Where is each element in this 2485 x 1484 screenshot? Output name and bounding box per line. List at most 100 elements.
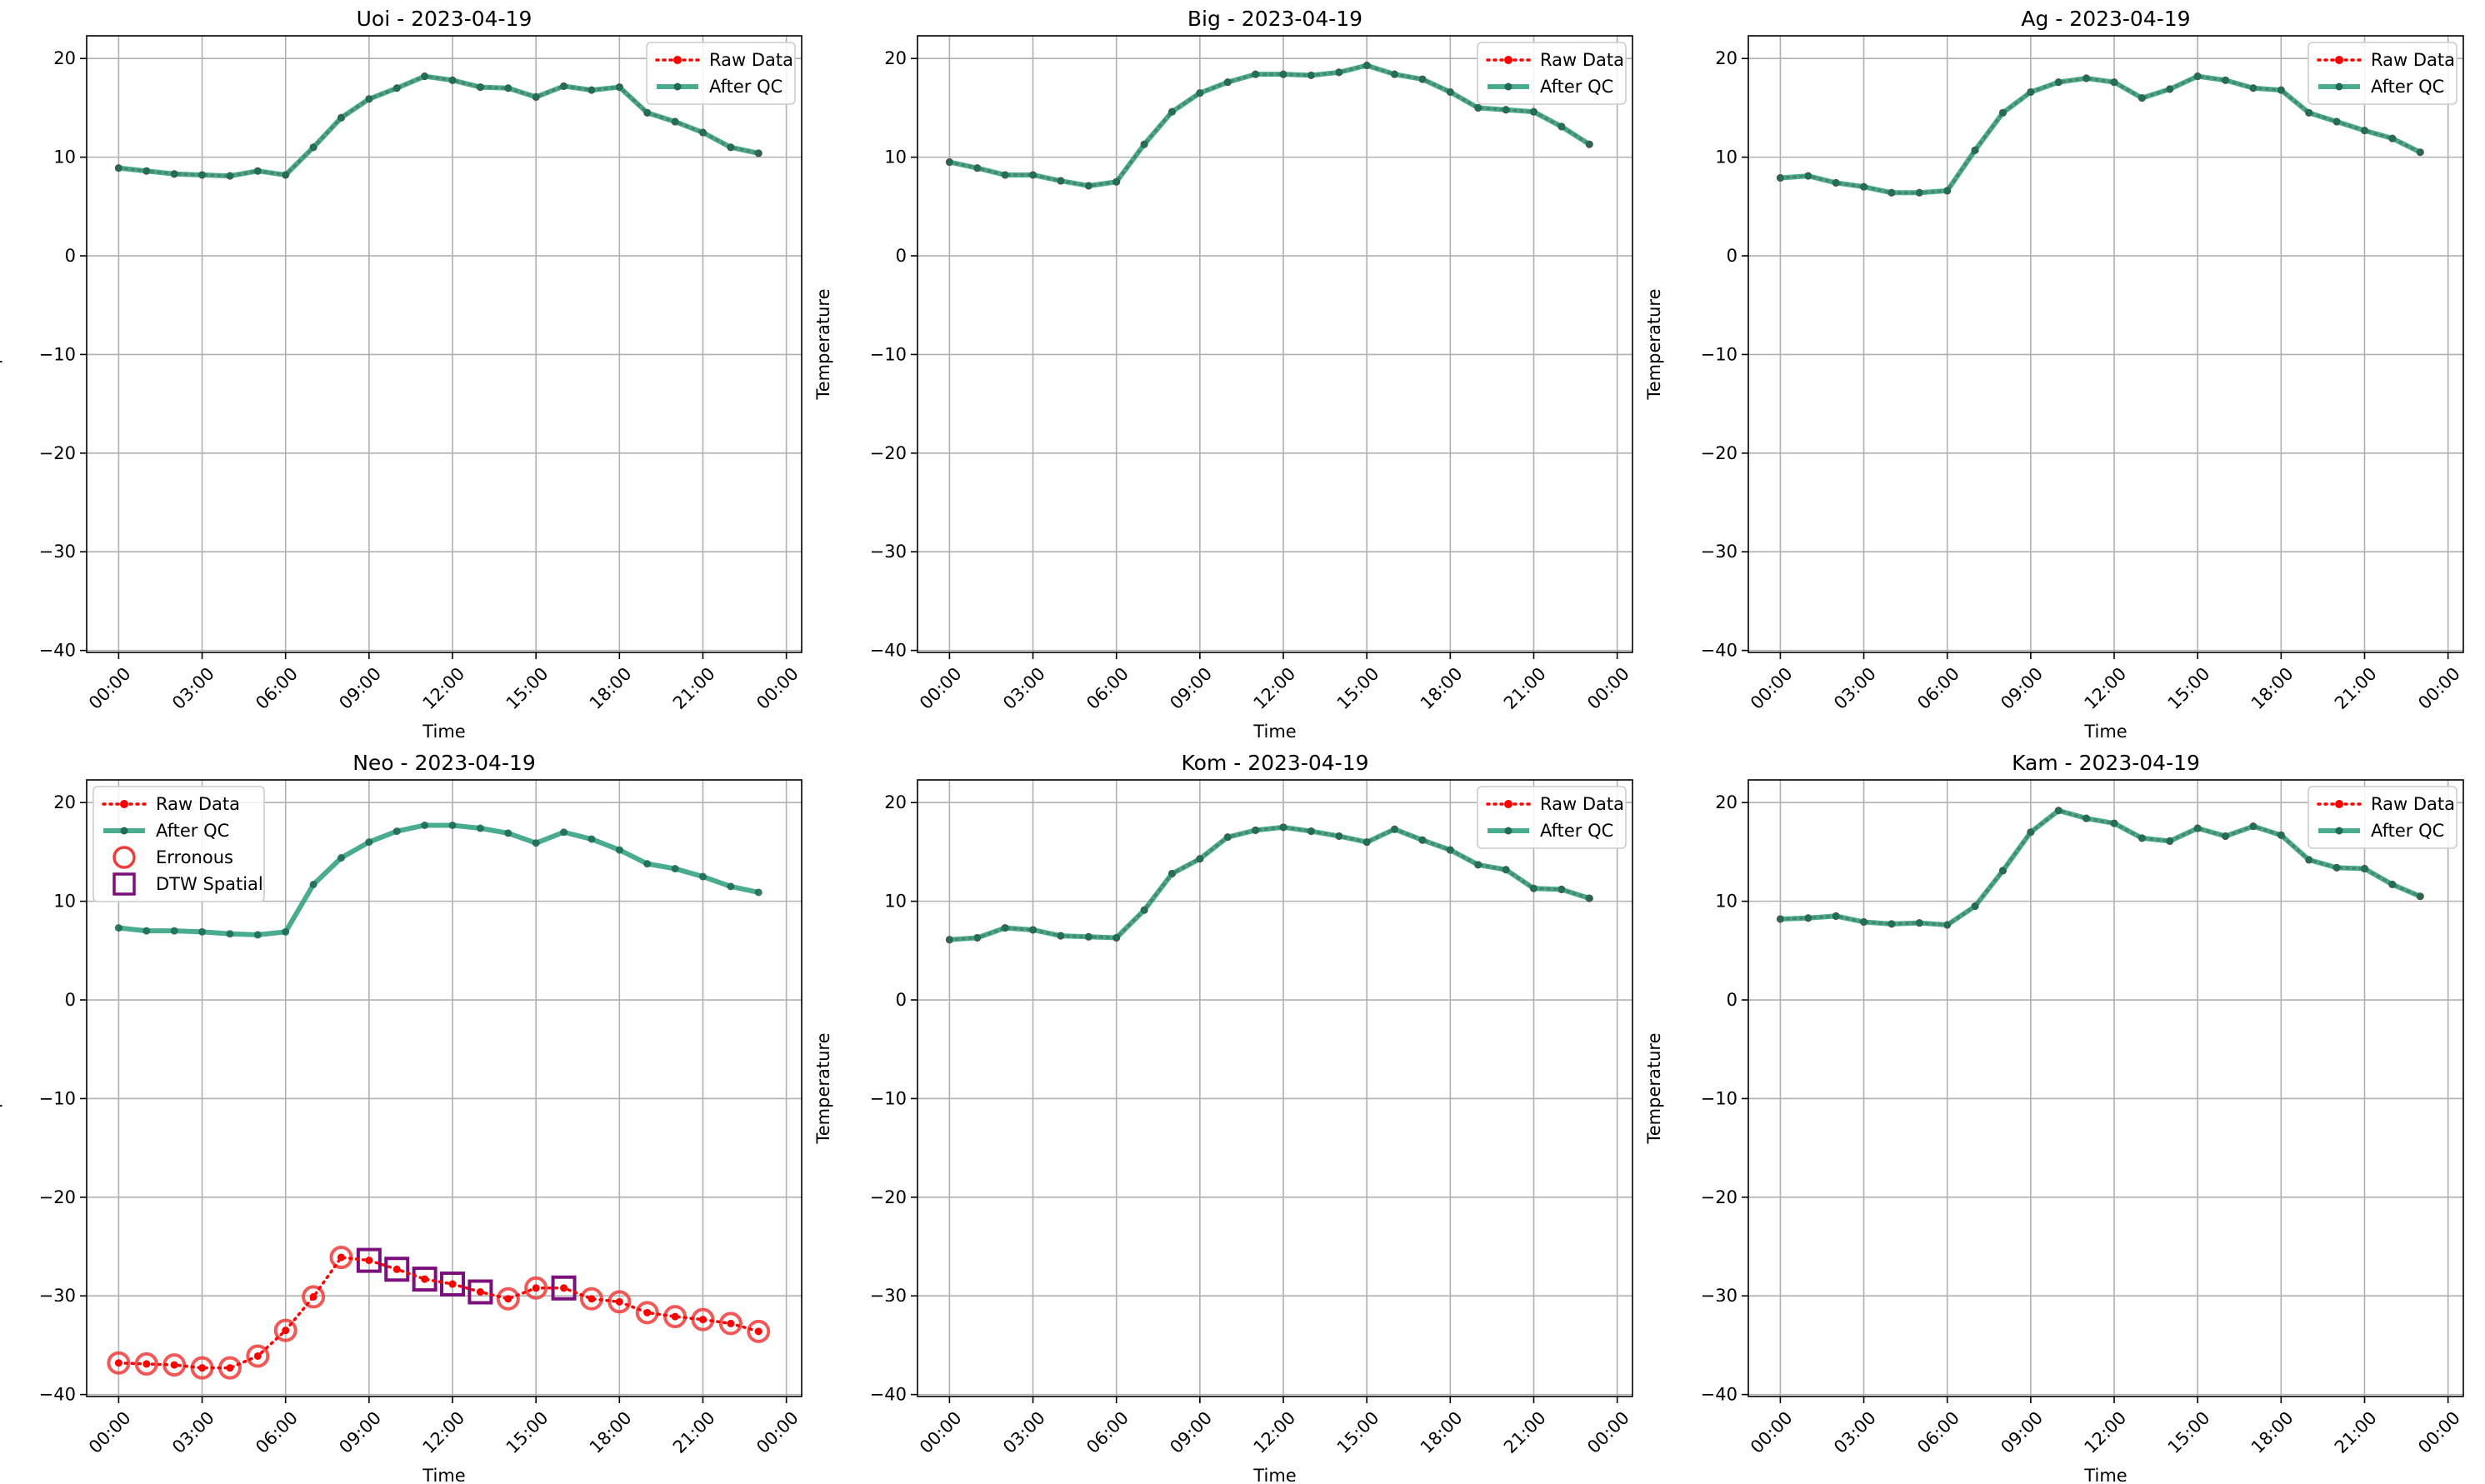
chart-title: Kom - 2023-04-19	[1182, 751, 1369, 775]
after-qc-point	[2166, 85, 2174, 93]
after-qc-point	[1029, 926, 1038, 934]
x-tick-label: 21:00	[1500, 1407, 1550, 1457]
legend: Raw Data After QC	[2308, 42, 2458, 105]
after-qc-point	[1998, 867, 2007, 875]
after-qc-point	[2305, 856, 2313, 864]
legend-qc-marker	[1504, 827, 1512, 835]
after-qc-point	[1196, 855, 1204, 863]
x-tick-label: 12:00	[419, 1407, 469, 1457]
raw-data-point	[365, 1257, 373, 1265]
plot-frame	[86, 779, 802, 1397]
y-tick-label: −10	[870, 1088, 907, 1108]
after-qc-point	[1196, 89, 1204, 97]
after-qc-point	[1998, 108, 2007, 117]
after-qc-point	[2305, 108, 2313, 117]
y-tick-label: 20	[884, 48, 907, 68]
plot-frame	[917, 779, 1633, 1397]
legend-raw-marker	[673, 56, 682, 64]
after-qc-point	[142, 927, 151, 935]
after-qc-point	[532, 92, 540, 101]
erroneous-marker	[608, 1290, 632, 1314]
legend-label: After QC	[156, 821, 229, 841]
erroneous-marker	[302, 1285, 326, 1309]
after-qc-point	[1057, 932, 1065, 940]
after-qc-point	[448, 76, 457, 84]
after-qc-point	[2110, 819, 2118, 827]
after-qc-point	[1832, 178, 1840, 187]
after-qc-point	[1279, 70, 1288, 78]
x-tick-label: 03:00	[999, 663, 1049, 713]
after-qc-line	[118, 822, 759, 937]
y-tick-label: −20	[1701, 1187, 1738, 1207]
y-tick-label: 20	[884, 792, 907, 812]
after-qc-point	[1585, 894, 1593, 902]
after-qc-point	[2249, 822, 2258, 831]
after-qc-point	[392, 827, 401, 836]
after-qc-line	[118, 73, 759, 179]
x-tick-label: 06:00	[1913, 1407, 1963, 1457]
x-tick-label: 00:00	[1583, 1407, 1633, 1457]
y-tick-label: −30	[39, 1286, 76, 1306]
after-qc-point	[1223, 78, 1232, 87]
chart-title: Big - 2023-04-19	[1188, 7, 1362, 31]
x-tick-label: 06:00	[1082, 663, 1132, 713]
y-tick-label: −30	[870, 542, 907, 562]
legend-raw-marker	[1504, 800, 1512, 808]
raw-data-point	[615, 1297, 623, 1306]
x-axis-label: Time	[2083, 1466, 2127, 1484]
chart-panel: 00:00 03:00 06:00 09:00 12:00 15:00 18:00 21:00…	[0, 751, 802, 1484]
dtw-spatial-marker	[468, 1279, 493, 1305]
raw-data-point	[588, 1295, 596, 1303]
legend-box	[92, 786, 265, 902]
after-qc-point	[421, 821, 429, 829]
chart-title: Uoi - 2023-04-19	[357, 7, 532, 31]
y-tick-label: 10	[1715, 147, 1738, 167]
x-tick-label: 21:00	[2331, 1407, 2381, 1457]
y-tick-label: −20	[39, 443, 76, 463]
x-tick-label: 00:00	[752, 663, 802, 713]
after-qc-point	[1446, 846, 1454, 854]
legend: Raw Data After QC	[1477, 42, 1627, 105]
x-tick-label: 18:00	[1417, 663, 1467, 713]
after-qc-point	[2416, 892, 2424, 901]
legend-raw-marker	[1504, 56, 1512, 64]
dtw-spatial-marker	[551, 1275, 577, 1301]
x-tick-label: 12:00	[2081, 1407, 2131, 1457]
raw-data-point	[309, 1292, 318, 1301]
x-tick-label: 09:00	[1997, 1407, 2047, 1457]
x-tick-label: 21:00	[2331, 663, 2381, 713]
after-qc-point	[1915, 919, 1923, 927]
y-tick-label: 10	[884, 147, 907, 167]
raw-data-point	[170, 1361, 178, 1369]
after-qc-point	[1474, 861, 1482, 869]
legend-label: Raw Data	[156, 794, 240, 814]
after-qc-point	[282, 171, 290, 179]
raw-data-point	[226, 1364, 234, 1372]
after-qc-point	[253, 167, 262, 175]
after-qc-point	[1529, 107, 1538, 116]
after-qc-point	[2277, 831, 2285, 839]
y-tick-label: −30	[1701, 542, 1738, 562]
after-qc-point	[1112, 177, 1121, 186]
legend-label: Raw Data	[709, 50, 793, 70]
after-qc-point	[2277, 86, 2285, 94]
chart-title: Kam - 2023-04-19	[2012, 751, 2200, 775]
x-tick-label: 06:00	[252, 663, 302, 713]
after-qc-point	[1307, 71, 1315, 79]
after-qc-point	[2360, 127, 2368, 135]
raw-data-point	[504, 1295, 512, 1303]
legend-raw-marker	[2335, 56, 2343, 64]
after-qc-point	[504, 829, 512, 837]
chart-panel: 00:00 03:00 06:00 09:00 12:00 15:00 18:00 21:00…	[1644, 7, 2464, 742]
after-qc-point	[1057, 177, 1065, 185]
legend-label: Erronous	[156, 847, 233, 867]
legend-label: After QC	[2371, 821, 2444, 841]
y-tick-label: 0	[896, 246, 907, 266]
after-qc-point	[2082, 814, 2091, 822]
legend-label: Raw Data	[2371, 50, 2455, 70]
y-tick-label: −20	[870, 443, 907, 463]
y-tick-label: −40	[39, 1385, 76, 1405]
after-qc-point	[1168, 107, 1176, 116]
after-qc-point	[1140, 140, 1148, 148]
